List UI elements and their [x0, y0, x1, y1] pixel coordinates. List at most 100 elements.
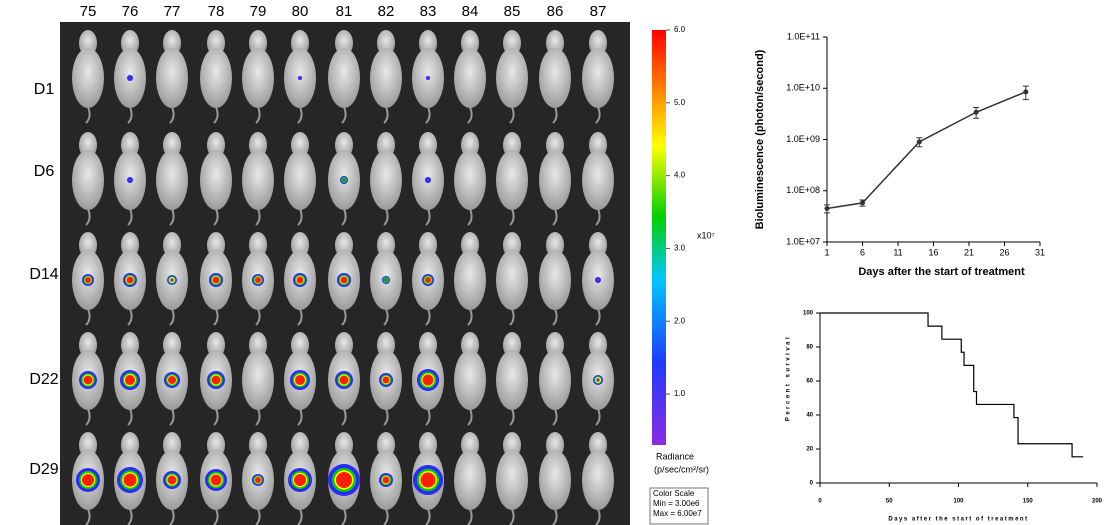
column-label: 82: [378, 3, 395, 20]
mouse-body: [242, 350, 274, 410]
signal: [255, 277, 261, 283]
mouse-tail: [552, 308, 558, 326]
colorbar: [652, 30, 666, 445]
signal: [168, 376, 176, 384]
mouse-tail: [213, 408, 219, 426]
signal: [299, 77, 301, 79]
mouse-tail: [341, 508, 347, 525]
data-point: [824, 206, 830, 212]
mouse-body: [242, 48, 274, 108]
mouse-tail: [552, 508, 558, 525]
mouse-tail: [552, 408, 558, 426]
mouse-tail: [213, 508, 219, 525]
signal: [212, 276, 220, 284]
colorbar-tick-label: 1.0: [674, 389, 686, 398]
mouse-tail: [341, 408, 347, 426]
signal: [85, 277, 91, 283]
row-label: D22: [29, 371, 58, 388]
signal: [336, 472, 352, 488]
column-label: 85: [504, 3, 521, 20]
x-tick-label: 150: [1023, 499, 1034, 505]
mouse-body: [454, 150, 486, 210]
mouse-body: [242, 150, 274, 210]
mouse-body: [156, 150, 188, 210]
x-axis-label: Days after the start of treatment: [888, 517, 1028, 523]
scale-box: [649, 487, 709, 525]
x-axis-label: Days after the start of treatment: [858, 266, 1025, 278]
y-tick-label: 40: [806, 413, 813, 419]
y-axis-label: Percent survival: [786, 335, 792, 421]
mouse-body: [72, 48, 104, 108]
mouse-tail: [467, 408, 473, 426]
y-tick-label: 80: [806, 345, 813, 351]
mouse-tail: [425, 308, 431, 326]
mouse-tail: [213, 308, 219, 326]
mouse-body: [200, 150, 232, 210]
mouse-body: [539, 450, 571, 510]
signal: [128, 178, 132, 182]
y-tick-label: 1.0E+10: [786, 83, 820, 93]
mouse-body: [284, 150, 316, 210]
mouse-tail: [595, 408, 601, 426]
mouse-body: [454, 450, 486, 510]
mouse-tail: [467, 508, 473, 525]
scale-text: Max = 6.00e7: [653, 509, 702, 518]
column-label: 75: [80, 3, 97, 20]
y-tick-label: 60: [806, 379, 813, 385]
column-label: 77: [164, 3, 181, 20]
mouse-tail: [169, 208, 175, 226]
mouse-tail: [127, 308, 133, 326]
mouse-tail: [297, 208, 303, 226]
scale-text: Color Scale: [653, 489, 695, 498]
mouse-body: [454, 350, 486, 410]
colorbar-exponent: x10⁷: [697, 230, 715, 240]
column-label: 87: [590, 3, 607, 20]
mouse-body: [156, 48, 188, 108]
signal: [340, 276, 348, 284]
colorbar-tick-label: 3.0: [674, 244, 686, 253]
mouse-tail: [383, 208, 389, 226]
signal: [422, 374, 434, 386]
mouse-tail: [127, 408, 133, 426]
signal: [425, 277, 431, 283]
mouse-body: [496, 150, 528, 210]
x-tick-label: 0: [818, 499, 822, 505]
mouse-tail: [169, 508, 175, 525]
mouse-tail: [169, 408, 175, 426]
x-tick-label: 100: [953, 499, 964, 505]
mouse-tail: [595, 106, 601, 124]
mouse-tail: [509, 508, 515, 525]
y-tick-label: 1.0E+07: [786, 236, 820, 246]
mouse-tail: [552, 208, 558, 226]
mouse-body: [496, 350, 528, 410]
mouse-body: [539, 48, 571, 108]
mouse-body: [539, 250, 571, 310]
mouse-tail: [552, 106, 558, 124]
scale-text: Min = 3.00e6: [653, 499, 700, 508]
x-tick-label: 26: [999, 247, 1009, 257]
mouse-tail: [467, 208, 473, 226]
mouse-tail: [509, 408, 515, 426]
mouse-tail: [127, 508, 133, 525]
mouse-tail: [169, 106, 175, 124]
row-label: D6: [34, 163, 55, 180]
column-label: 78: [208, 3, 225, 20]
signal: [167, 475, 177, 485]
mouse-tail: [297, 308, 303, 326]
column-label: 83: [420, 3, 437, 20]
column-label: 79: [250, 3, 267, 20]
mouse-tail: [595, 208, 601, 226]
data-line: [826, 91, 1027, 210]
signal: [83, 375, 93, 385]
colorbar-tick-label: 2.0: [674, 316, 686, 325]
x-tick-label: 31: [1035, 247, 1045, 257]
signal: [596, 378, 600, 382]
y-tick-label: 100: [803, 311, 814, 317]
signal: [294, 474, 306, 486]
mouse-tail: [255, 106, 261, 124]
colorbar-title: Radiance: [656, 451, 694, 461]
signal: [128, 76, 132, 80]
signal: [339, 375, 349, 385]
mouse-tail: [509, 106, 515, 124]
